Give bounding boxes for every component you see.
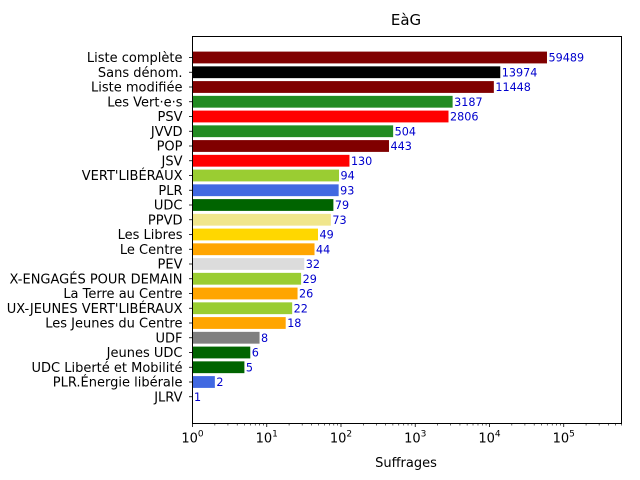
value-label-jlrv: 1 bbox=[194, 391, 201, 404]
x-tick-label-exponent: 0 bbox=[198, 430, 204, 440]
value-label-x-engages-pour-demain: 29 bbox=[303, 273, 317, 286]
bar-ux-jeunes-vert-liberaux bbox=[192, 302, 293, 315]
y-tick-label-les-libres: Les Libres bbox=[118, 228, 183, 243]
bar-plr-energie-liberale bbox=[192, 376, 215, 388]
value-label-jsv: 130 bbox=[351, 155, 372, 168]
bar-jsv bbox=[192, 154, 350, 167]
bar-la-terre-au-centre bbox=[192, 287, 298, 300]
x-tick-label: 103 bbox=[404, 430, 426, 447]
bar-le-centre bbox=[192, 243, 315, 256]
x-tick-label-exponent: 2 bbox=[346, 430, 352, 440]
value-label-pev: 32 bbox=[306, 258, 320, 271]
bar-psv bbox=[192, 110, 449, 123]
bar-udc bbox=[192, 199, 334, 211]
bar-sans-denom bbox=[192, 66, 501, 79]
value-label-pop: 443 bbox=[390, 140, 411, 153]
bar-pev bbox=[192, 258, 305, 270]
bar-les-vert-e-s bbox=[192, 95, 453, 108]
bar-liste-modifiee bbox=[192, 81, 494, 93]
x-tick-label-base: 10 bbox=[181, 432, 198, 447]
y-tick-label-ux-jeunes-vert-liberaux: UX-JEUNES VERT'LIBÉRAUX bbox=[7, 301, 183, 317]
y-tick-label-jeunes-udc: Jeunes UDC bbox=[106, 346, 183, 361]
y-tick-label-psv: PSV bbox=[158, 110, 183, 125]
bar-x-engages-pour-demain bbox=[192, 272, 302, 285]
value-label-udc-liberte-et-mobilite: 5 bbox=[246, 361, 253, 374]
y-tick-label-jvvd: JVVD bbox=[150, 125, 183, 140]
y-tick-label-la-terre-au-centre: La Terre au Centre bbox=[63, 287, 182, 302]
y-tick-label-plr-energie-liberale: PLR.Énergie libérale bbox=[53, 375, 183, 391]
value-label-les-jeunes-du-centre: 18 bbox=[287, 317, 301, 330]
bar-pop bbox=[192, 140, 389, 152]
x-tick-label-exponent: 3 bbox=[421, 430, 427, 440]
value-label-les-vert-e-s: 3187 bbox=[454, 96, 482, 109]
chart-title: EàG bbox=[391, 11, 421, 29]
bar-udf bbox=[192, 331, 260, 344]
value-label-vert-liberaux: 94 bbox=[341, 170, 355, 183]
value-label-liste-modifiee: 11448 bbox=[495, 81, 531, 94]
y-tick-label-les-vert-e-s: Les Vert·e·s bbox=[107, 95, 183, 110]
value-label-plr: 93 bbox=[340, 184, 354, 197]
x-tick-label-base: 10 bbox=[404, 432, 421, 447]
value-label-psv: 2806 bbox=[450, 111, 478, 124]
x-axis-label: Suffrages bbox=[375, 456, 437, 471]
x-tick-label: 100 bbox=[181, 430, 204, 447]
bar-ppvd bbox=[192, 213, 331, 226]
bar-udc-liberte-et-mobilite bbox=[192, 361, 245, 374]
value-label-jvvd: 504 bbox=[395, 125, 416, 138]
value-label-ppvd: 73 bbox=[332, 214, 346, 227]
y-tick-label-ppvd: PPVD bbox=[148, 213, 183, 228]
x-tick-label-base: 10 bbox=[478, 432, 495, 447]
value-label-liste-complete: 59489 bbox=[548, 52, 584, 65]
y-tick-label-pev: PEV bbox=[158, 258, 183, 273]
value-label-udf: 8 bbox=[261, 332, 268, 345]
value-label-les-libres: 49 bbox=[319, 229, 333, 242]
y-tick-label-les-jeunes-du-centre: Les Jeunes du Centre bbox=[45, 317, 182, 332]
y-tick-label-jsv: JSV bbox=[161, 154, 183, 169]
y-tick-label-udc-liberte-et-mobilite: UDC Liberté et Mobilité bbox=[32, 361, 183, 376]
y-tick-label-vert-liberaux: VERT'LIBÉRAUX bbox=[82, 168, 183, 184]
value-label-le-centre: 44 bbox=[316, 243, 330, 256]
value-label-la-terre-au-centre: 26 bbox=[299, 288, 313, 301]
y-tick-label-jlrv: JLRV bbox=[153, 390, 182, 405]
x-tick-label-base: 10 bbox=[553, 432, 570, 447]
y-tick-label-x-engages-pour-demain: X-ENGAGÉS POUR DEMAIN bbox=[10, 271, 183, 287]
x-tick-label-exponent: 5 bbox=[569, 430, 575, 440]
plot-frame bbox=[192, 36, 622, 424]
value-label-plr-energie-liberale: 2 bbox=[216, 376, 223, 389]
bar-vert-liberaux bbox=[192, 169, 339, 182]
x-tick-label: 102 bbox=[330, 430, 352, 447]
y-tick-label-liste-modifiee: Liste modifiée bbox=[91, 81, 183, 96]
y-tick-label-sans-denom: Sans dénom. bbox=[98, 66, 183, 81]
bar-plr bbox=[192, 184, 339, 197]
bar-jvvd bbox=[192, 125, 394, 138]
x-tick-label-exponent: 1 bbox=[272, 430, 278, 440]
x-tick-label: 104 bbox=[478, 430, 501, 447]
x-tick-label: 105 bbox=[553, 430, 575, 447]
x-tick-label: 101 bbox=[256, 430, 278, 447]
x-tick-label-base: 10 bbox=[256, 432, 273, 447]
y-tick-label-le-centre: Le Centre bbox=[120, 243, 183, 258]
y-tick-label-udc: UDC bbox=[154, 199, 183, 214]
bar-les-jeunes-du-centre bbox=[192, 317, 286, 329]
value-label-sans-denom: 13974 bbox=[502, 66, 538, 79]
x-axis-ticks: 100 101 102 103 104 105 bbox=[181, 423, 622, 447]
x-tick-label-base: 10 bbox=[330, 432, 347, 447]
y-tick-label-udf: UDF bbox=[155, 331, 182, 346]
bar-les-libres bbox=[192, 228, 318, 241]
y-tick-label-plr: PLR bbox=[158, 184, 182, 199]
value-label-jeunes-udc: 6 bbox=[252, 347, 259, 360]
value-label-udc: 79 bbox=[335, 199, 349, 212]
y-tick-label-liste-complete: Liste complète bbox=[87, 51, 183, 66]
bar-liste-complete bbox=[192, 51, 547, 64]
y-tick-label-pop: POP bbox=[157, 140, 183, 155]
x-tick-label-exponent: 4 bbox=[495, 430, 501, 440]
value-label-ux-jeunes-vert-liberaux: 22 bbox=[294, 302, 308, 315]
bars-layer bbox=[192, 51, 547, 388]
bar-jeunes-udc bbox=[192, 346, 251, 359]
